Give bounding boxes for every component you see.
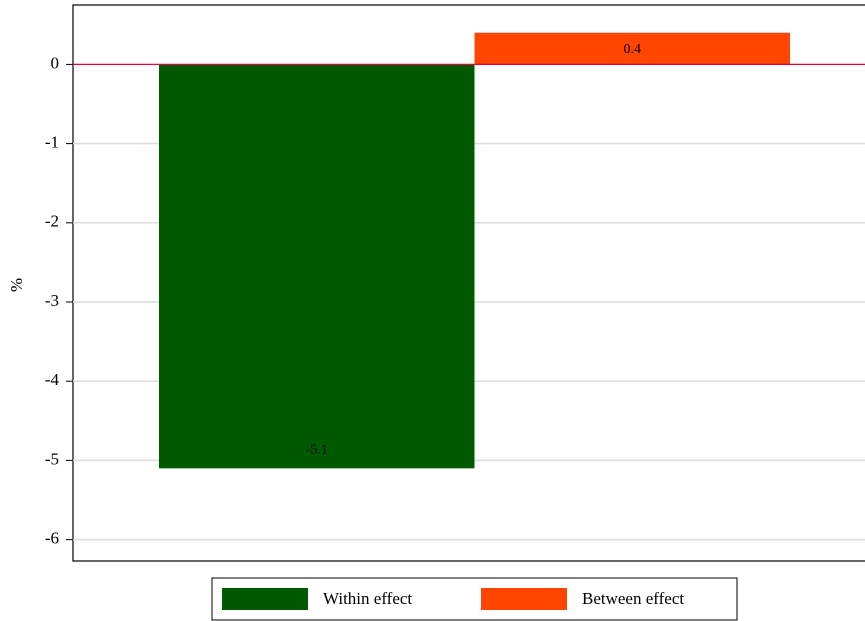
y-tick-label: -6 <box>45 529 59 548</box>
y-tick-label: -3 <box>45 291 59 310</box>
y-tick-label: 0 <box>51 53 60 72</box>
bar <box>474 32 790 65</box>
y-tick-label: -5 <box>45 449 59 468</box>
y-axis-label: % <box>7 278 26 292</box>
legend-label: Between effect <box>582 589 684 608</box>
data-label: -5.1 <box>306 443 328 458</box>
data-label: 0.4 <box>624 42 642 57</box>
y-tick-label: -1 <box>45 133 59 152</box>
bar <box>159 64 475 469</box>
y-tick-label: -2 <box>45 212 59 231</box>
y-tick-label: -4 <box>45 370 60 389</box>
plot-frame <box>72 4 865 562</box>
legend-swatch <box>481 588 567 610</box>
legend-label: Within effect <box>323 589 412 608</box>
legend-swatch <box>222 588 308 610</box>
